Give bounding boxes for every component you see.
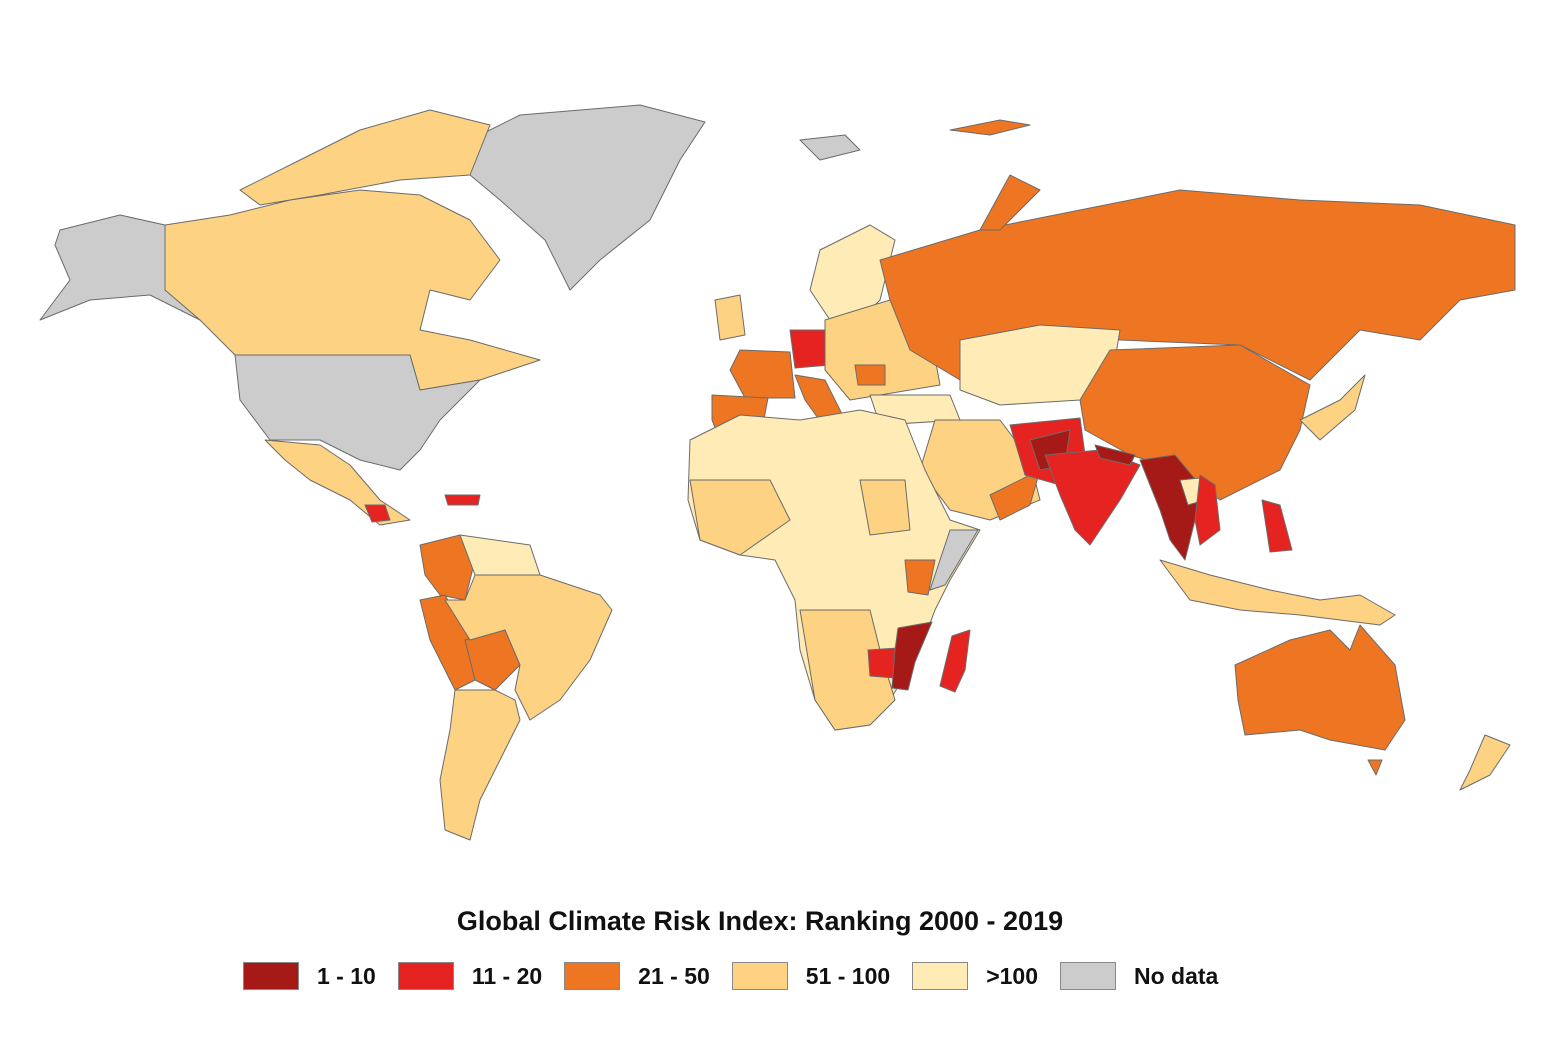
legend-label: No data: [1134, 962, 1219, 989]
legend-label: 21 - 50: [638, 962, 710, 989]
region-oman-yemen: [989, 469, 1041, 521]
region-china: [1079, 344, 1311, 501]
region-indonesia: [1159, 559, 1396, 626]
region-nepal: [1094, 444, 1136, 466]
region-mozambique: [891, 621, 933, 691]
region-tasmania: [1367, 759, 1383, 776]
region-brazil: [444, 574, 613, 721]
legend-swatch: [1060, 962, 1116, 990]
region-romania: [854, 364, 886, 386]
world-choropleth-map: [39, 104, 1516, 841]
legend-item-11-20: 11 - 20: [397, 962, 543, 990]
legend-label: 1 - 10: [317, 962, 376, 989]
region-philippines: [1261, 499, 1293, 553]
region-somalia: [929, 529, 979, 591]
legend-item-21-50: 21 - 50: [564, 962, 710, 990]
region-argentina-chile: [439, 689, 521, 841]
region-australia: [1234, 624, 1406, 751]
map-title: Global Climate Risk Index: Ranking 2000 …: [456, 906, 1064, 936]
region-madagascar: [939, 629, 971, 693]
region-vietnam: [1194, 474, 1221, 546]
region-germany: [789, 329, 831, 369]
legend-swatch: [243, 962, 299, 990]
legend-swatch: [912, 962, 969, 990]
region-mexico: [264, 439, 411, 526]
region-uk: [714, 294, 746, 341]
region-southern-africa: [799, 609, 896, 731]
region-sudan: [859, 479, 911, 536]
legend-swatch: [564, 962, 621, 990]
legend-swatch: [731, 962, 788, 990]
region-new-zealand: [1459, 734, 1511, 791]
legend-label: 51 - 100: [805, 962, 891, 989]
legend-item-51-100: 51 - 100: [731, 962, 891, 990]
region-usa: [234, 354, 481, 471]
legend-swatch: [397, 962, 454, 990]
region-japan: [1299, 374, 1366, 441]
region-west-africa: [689, 479, 791, 556]
legend-item-over-100: >100: [912, 962, 1038, 990]
region-svalbard: [949, 119, 1031, 136]
region-kenya: [904, 559, 936, 596]
region-iceland: [799, 134, 861, 161]
region-canada-islands: [239, 109, 491, 206]
region-caribbean: [444, 494, 481, 506]
legend-label: >100: [986, 962, 1038, 989]
legend-item-no-data: No data: [1060, 962, 1218, 990]
region-greenland: [449, 104, 706, 291]
region-russia-north: [979, 174, 1041, 231]
region-france: [729, 349, 796, 399]
legend: 1 - 10 11 - 20 21 - 50 51 - 100 >100 No …: [243, 962, 1240, 990]
region-central-america: [364, 504, 391, 523]
legend-label: 11 - 20: [471, 962, 543, 989]
legend-item-1-10: 1 - 10: [243, 962, 376, 990]
